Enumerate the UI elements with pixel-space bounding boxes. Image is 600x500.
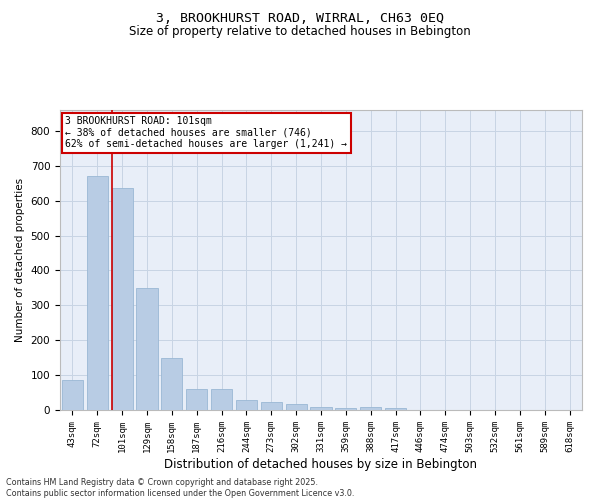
Bar [62,380,83,410]
Bar [261,402,282,410]
Bar [385,408,406,410]
Bar [360,406,381,410]
Text: Contains HM Land Registry data © Crown copyright and database right 2025.
Contai: Contains HM Land Registry data © Crown c… [6,478,355,498]
Bar [286,404,307,410]
Bar [112,188,133,410]
Bar [236,400,257,410]
Text: 3, BROOKHURST ROAD, WIRRAL, CH63 0EQ: 3, BROOKHURST ROAD, WIRRAL, CH63 0EQ [156,12,444,26]
Bar [161,358,182,410]
Bar [87,176,108,410]
Y-axis label: Number of detached properties: Number of detached properties [15,178,25,342]
Bar [136,288,158,410]
Text: 3 BROOKHURST ROAD: 101sqm
← 38% of detached houses are smaller (746)
62% of semi: 3 BROOKHURST ROAD: 101sqm ← 38% of detac… [65,116,347,149]
X-axis label: Distribution of detached houses by size in Bebington: Distribution of detached houses by size … [164,458,478,470]
Bar [310,406,332,410]
Bar [335,408,356,410]
Text: Size of property relative to detached houses in Bebington: Size of property relative to detached ho… [129,25,471,38]
Bar [211,389,232,410]
Bar [186,389,207,410]
